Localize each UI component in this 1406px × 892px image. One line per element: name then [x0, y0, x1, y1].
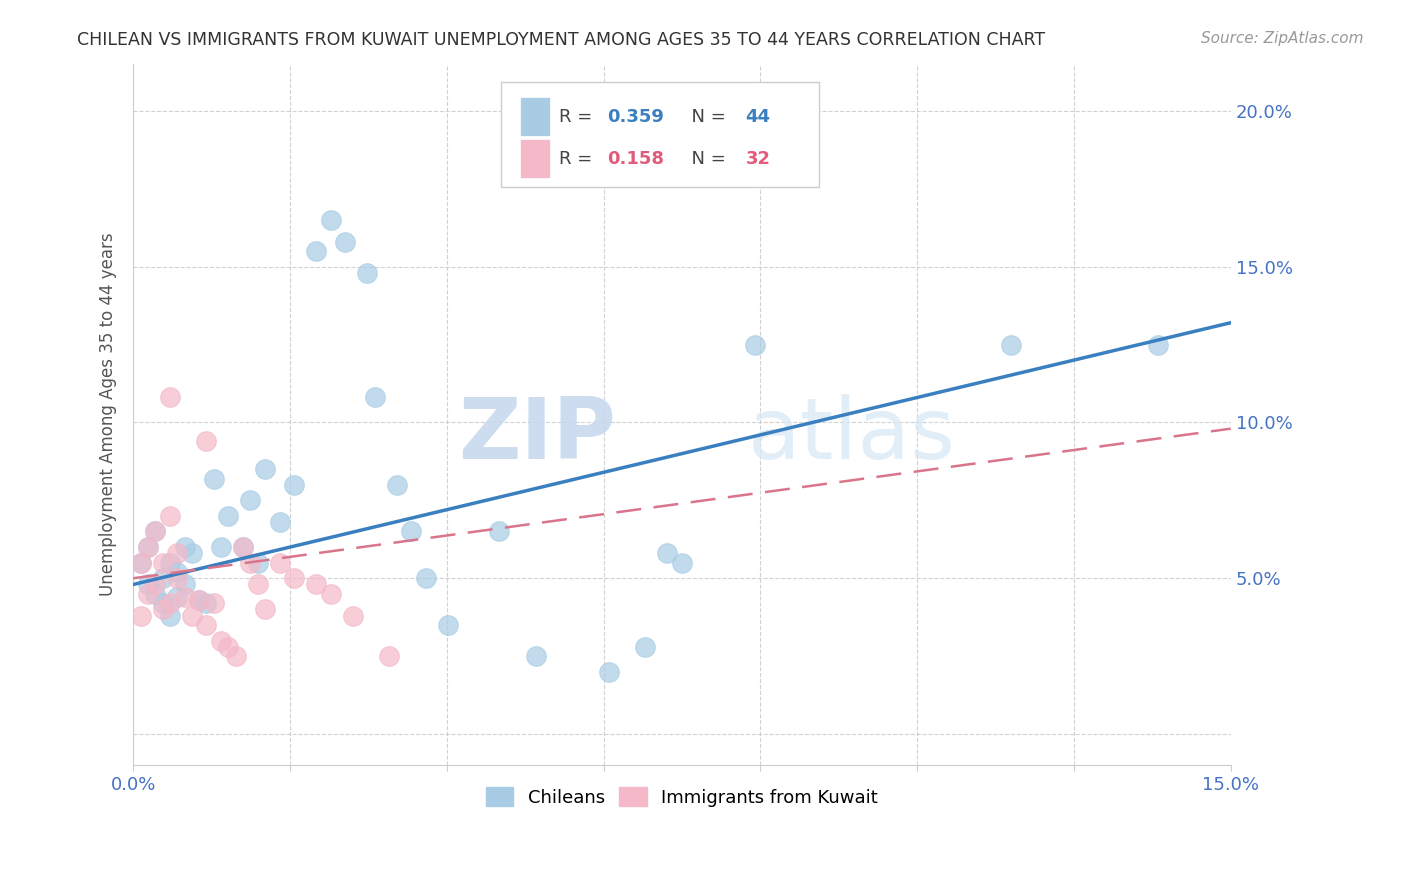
Point — [195, 434, 218, 449]
Point — [356, 266, 378, 280]
Point — [166, 571, 188, 585]
Point — [305, 577, 328, 591]
Point — [143, 524, 166, 539]
Point — [744, 337, 766, 351]
Point — [657, 546, 679, 560]
Point — [342, 608, 364, 623]
Point — [283, 477, 305, 491]
Point — [129, 556, 152, 570]
Point — [136, 577, 159, 591]
FancyBboxPatch shape — [520, 139, 550, 178]
Point — [253, 462, 276, 476]
Point — [319, 587, 342, 601]
Point — [195, 596, 218, 610]
Point — [524, 649, 547, 664]
Point — [209, 540, 232, 554]
Text: atlas: atlas — [748, 394, 956, 477]
Point — [598, 665, 620, 679]
Point — [232, 540, 254, 554]
Point — [283, 571, 305, 585]
Text: R =: R = — [560, 108, 598, 126]
Point — [1146, 337, 1168, 351]
Point — [319, 212, 342, 227]
Point — [401, 524, 423, 539]
Point — [143, 524, 166, 539]
Point — [143, 587, 166, 601]
Text: CHILEAN VS IMMIGRANTS FROM KUWAIT UNEMPLOYMENT AMONG AGES 35 TO 44 YEARS CORRELA: CHILEAN VS IMMIGRANTS FROM KUWAIT UNEMPL… — [77, 31, 1046, 49]
Text: R =: R = — [560, 150, 598, 168]
Point — [173, 540, 195, 554]
Point — [269, 556, 291, 570]
Point — [180, 608, 202, 623]
Point — [159, 391, 181, 405]
Point — [364, 391, 387, 405]
Point — [1000, 337, 1022, 351]
Point — [415, 571, 437, 585]
Point — [152, 602, 174, 616]
Point — [253, 602, 276, 616]
Point — [166, 546, 188, 560]
Point — [129, 556, 152, 570]
Point — [202, 471, 225, 485]
Point — [488, 524, 510, 539]
Point — [239, 493, 262, 508]
Point — [305, 244, 328, 258]
Text: 0.158: 0.158 — [607, 150, 665, 168]
Text: 32: 32 — [745, 150, 770, 168]
Point — [173, 577, 195, 591]
Point — [152, 571, 174, 585]
Point — [217, 508, 239, 523]
Point — [152, 596, 174, 610]
Point — [180, 546, 202, 560]
Point — [269, 515, 291, 529]
Text: N =: N = — [681, 108, 731, 126]
Point — [136, 587, 159, 601]
Point — [188, 593, 211, 607]
Point — [239, 556, 262, 570]
Point — [188, 593, 211, 607]
Point — [173, 590, 195, 604]
Point — [195, 618, 218, 632]
FancyBboxPatch shape — [501, 81, 820, 186]
Point — [166, 565, 188, 579]
Point — [166, 590, 188, 604]
Point — [159, 508, 181, 523]
Point — [152, 556, 174, 570]
Point — [159, 596, 181, 610]
Text: N =: N = — [681, 150, 731, 168]
Point — [634, 640, 657, 654]
Point — [159, 556, 181, 570]
Text: 44: 44 — [745, 108, 770, 126]
Point — [159, 608, 181, 623]
Text: Source: ZipAtlas.com: Source: ZipAtlas.com — [1201, 31, 1364, 46]
Point — [671, 556, 693, 570]
Point — [246, 577, 269, 591]
Text: 0.359: 0.359 — [607, 108, 664, 126]
Point — [136, 540, 159, 554]
Point — [202, 596, 225, 610]
Text: ZIP: ZIP — [458, 394, 616, 477]
Y-axis label: Unemployment Among Ages 35 to 44 years: Unemployment Among Ages 35 to 44 years — [100, 233, 117, 597]
Point — [620, 151, 643, 165]
Point — [217, 640, 239, 654]
Point — [335, 235, 357, 249]
Legend: Chileans, Immigrants from Kuwait: Chileans, Immigrants from Kuwait — [477, 779, 887, 816]
Point — [246, 556, 269, 570]
Point — [225, 649, 247, 664]
Point — [378, 649, 401, 664]
Point — [209, 633, 232, 648]
Point — [136, 540, 159, 554]
Point — [437, 618, 460, 632]
FancyBboxPatch shape — [520, 97, 550, 136]
Point — [129, 608, 152, 623]
Point — [232, 540, 254, 554]
Point — [143, 577, 166, 591]
Point — [385, 477, 408, 491]
